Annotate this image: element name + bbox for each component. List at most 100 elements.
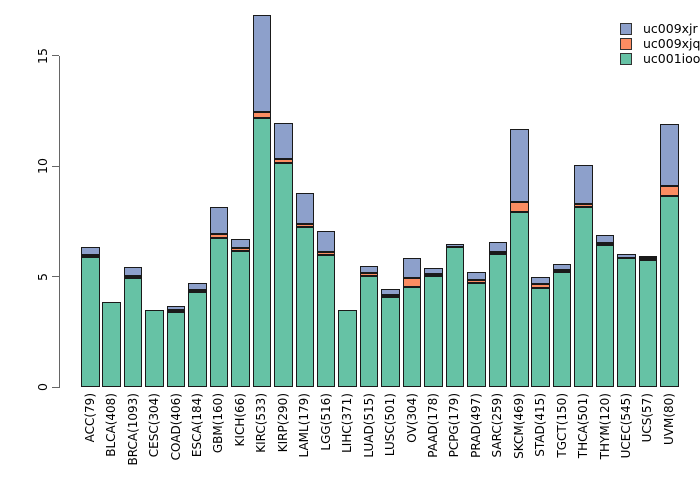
y-tick xyxy=(52,165,59,167)
bar-segment-uc009xjr xyxy=(231,239,250,248)
bar xyxy=(660,124,679,387)
bar-segment-uc001ioo xyxy=(617,258,636,387)
x-axis-label: COAD(406) xyxy=(168,393,183,461)
bar-segment-uc009xjr xyxy=(188,283,207,290)
x-axis-label: THCA(501) xyxy=(576,393,591,459)
x-axis-label: GBM(160) xyxy=(211,393,226,454)
x-axis-label: UCEC(545) xyxy=(619,393,633,459)
x-axis-label: STAD(415) xyxy=(533,393,548,457)
bar-segment-uc009xjq xyxy=(166,309,186,312)
bar-segment-uc009xjq xyxy=(402,278,422,287)
bar xyxy=(209,207,229,387)
x-axis-label: UVM(80) xyxy=(661,393,676,445)
bar-segment-uc001ioo xyxy=(123,277,143,387)
x-axis-label: ACC(79) xyxy=(82,393,97,443)
bar xyxy=(381,289,400,387)
bar-segment-uc009xjq xyxy=(295,224,314,227)
legend-label: uc009xjq xyxy=(643,36,700,51)
bar-segment-uc009xjq xyxy=(123,275,143,278)
bar xyxy=(402,258,422,387)
y-tick-label: 15 xyxy=(35,47,50,64)
bar-segment-uc009xjr xyxy=(531,277,550,284)
bar xyxy=(488,242,508,387)
x-axis-label: OV(304) xyxy=(404,393,419,443)
bar-segment-uc001ioo xyxy=(81,256,100,387)
y-axis-line xyxy=(59,55,61,388)
bar-segment-uc009xjr xyxy=(488,242,508,252)
bar-segment-uc001ioo xyxy=(102,302,121,387)
bar-segment-uc001ioo xyxy=(402,287,422,387)
bar xyxy=(102,302,121,387)
bar-segment-uc001ioo xyxy=(145,310,164,387)
x-axis-label: UCS(57) xyxy=(640,393,655,443)
bar-segment-uc009xjq xyxy=(488,251,508,254)
bar-segment-uc009xjq xyxy=(252,112,272,118)
bar-segment-uc009xjq xyxy=(424,274,443,276)
x-axis-label: LIHC(371) xyxy=(340,393,355,453)
bar-segment-uc009xjq xyxy=(231,248,250,251)
bar-segment-uc001ioo xyxy=(424,276,443,387)
x-axis-label: PAAD(178) xyxy=(425,393,440,458)
y-tick xyxy=(52,276,59,278)
bar xyxy=(166,306,186,387)
bar xyxy=(316,231,336,387)
bar xyxy=(445,244,465,387)
bar-segment-uc001ioo xyxy=(209,238,229,387)
bar-segment-uc001ioo xyxy=(231,251,250,387)
bar-segment-uc001ioo xyxy=(274,163,293,387)
bar xyxy=(274,123,293,387)
x-axis-label: BRCA(1093) xyxy=(125,393,140,466)
bar-segment-uc009xjr xyxy=(660,124,679,186)
x-axis-label: LUAD(515) xyxy=(361,393,376,458)
bar-segment-uc001ioo xyxy=(595,244,615,387)
bar-segment-uc009xjq xyxy=(531,284,550,288)
bar-segment-uc001ioo xyxy=(488,253,508,387)
bar-segment-uc009xjr xyxy=(445,244,465,247)
bar-segment-uc009xjr xyxy=(381,289,400,295)
bar-segment-uc001ioo xyxy=(381,297,400,387)
bar xyxy=(617,254,636,387)
bar xyxy=(424,268,443,387)
x-axis-label: PCPG(179) xyxy=(447,393,462,458)
legend-swatch-uc009xjr xyxy=(620,22,632,35)
x-axis-label: LUSC(501) xyxy=(383,393,398,457)
bar-segment-uc009xjq xyxy=(209,234,229,238)
legend-swatch-uc009xjq xyxy=(620,37,632,50)
bar xyxy=(510,129,529,387)
bar-segment-uc001ioo xyxy=(531,288,550,387)
bar-segment-uc001ioo xyxy=(638,260,658,387)
x-axis-label: KIRC(533) xyxy=(254,393,269,453)
bar-segment-uc009xjr xyxy=(638,256,658,258)
bar-segment-uc001ioo xyxy=(359,276,379,387)
bar xyxy=(295,193,314,387)
bar-segment-uc009xjr xyxy=(295,193,314,224)
legend-label: uc001ioo xyxy=(643,51,700,66)
bar xyxy=(188,283,207,387)
legend-item: uc001ioo xyxy=(620,51,700,66)
bar-segment-uc001ioo xyxy=(338,310,357,387)
bar-segment-uc009xjq xyxy=(274,159,293,163)
x-axis-label: SARC(259) xyxy=(490,393,505,458)
bar-segment-uc009xjr xyxy=(123,267,143,276)
bar-segment-uc009xjr xyxy=(274,123,293,159)
bar xyxy=(252,15,272,387)
x-axis-label: KICH(66) xyxy=(232,393,247,447)
legend-label: uc009xjr xyxy=(643,21,698,36)
bar-segment-uc001ioo xyxy=(316,255,336,387)
y-tick-label: 0 xyxy=(35,383,50,391)
x-axis-label: CESC(304) xyxy=(147,393,162,458)
bar-segment-uc009xjr xyxy=(595,235,615,243)
bar-segment-uc009xjq xyxy=(574,204,593,207)
bar-segment-uc009xjq xyxy=(510,202,529,212)
bar-segment-uc001ioo xyxy=(252,118,272,387)
legend-item: uc009xjq xyxy=(620,36,700,51)
bar-segment-uc001ioo xyxy=(510,212,529,387)
x-axis-label: PRAD(497) xyxy=(468,393,483,458)
bar xyxy=(123,267,143,387)
bar-segment-uc001ioo xyxy=(445,247,465,387)
bar-segment-uc009xjq xyxy=(381,295,400,297)
legend-item: uc009xjr xyxy=(620,21,700,36)
x-axis-label: SKCM(469) xyxy=(511,393,526,459)
x-axis-label: LGG(516) xyxy=(318,393,333,451)
